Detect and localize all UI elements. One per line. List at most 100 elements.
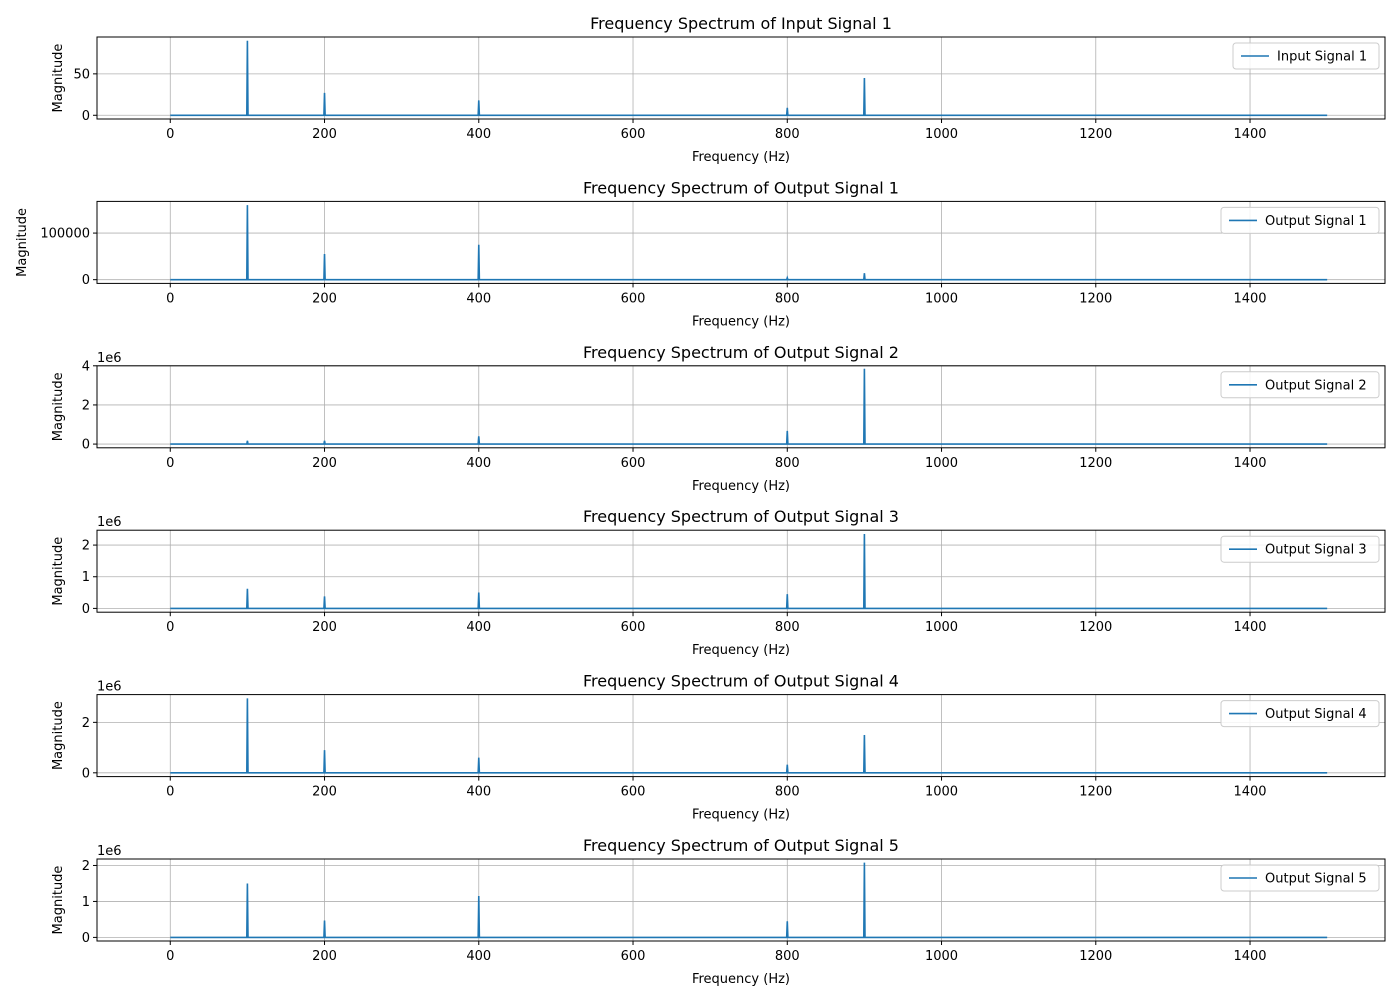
x-tick-label: 1200 bbox=[1079, 291, 1112, 306]
x-tick-label: 800 bbox=[775, 949, 800, 964]
x-tick-label: 1400 bbox=[1233, 291, 1266, 306]
legend: Output Signal 2 bbox=[1220, 371, 1380, 399]
y-tick-label: 100000 bbox=[40, 227, 90, 242]
chart-title: Frequency Spectrum of Output Signal 3 bbox=[583, 507, 899, 526]
x-tick-label: 0 bbox=[166, 291, 174, 306]
x-tick-label: 1400 bbox=[1233, 127, 1266, 142]
y-tick-label: 0 bbox=[82, 438, 90, 453]
y-offset-text: 1e6 bbox=[97, 351, 122, 366]
axes-frame bbox=[96, 694, 1386, 778]
x-tick-label: 600 bbox=[621, 949, 646, 964]
y-tick-label: 0 bbox=[82, 273, 90, 288]
subplot-2: 0 200 400 600 800 1000 1200 1400 0 100000 Frequenc… bbox=[15, 178, 1386, 329]
axes-frame bbox=[96, 858, 1386, 942]
series-line-1 bbox=[170, 862, 1328, 939]
legend-label: Input Signal 1 bbox=[1277, 50, 1367, 65]
x-tick-label: 200 bbox=[312, 127, 337, 142]
y-tick-label: 0 bbox=[82, 766, 90, 781]
x-axis-label: Frequency (Hz) bbox=[692, 314, 790, 329]
x-tick-label: 1000 bbox=[925, 620, 958, 635]
x-tick-label: 800 bbox=[775, 291, 800, 306]
x-tick-label: 1400 bbox=[1233, 785, 1266, 800]
x-tick-label: 1200 bbox=[1079, 127, 1112, 142]
x-tick-label: 0 bbox=[166, 785, 174, 800]
series-line-1 bbox=[170, 40, 1328, 117]
legend: Input Signal 1 bbox=[1232, 42, 1380, 70]
x-tick-label: 1400 bbox=[1233, 456, 1266, 471]
x-tick-label: 600 bbox=[621, 620, 646, 635]
x-tick-label: 1000 bbox=[925, 456, 958, 471]
y-tick-label: 2 bbox=[82, 539, 90, 554]
x-tick-label: 200 bbox=[312, 785, 337, 800]
x-axis-label: Frequency (Hz) bbox=[692, 972, 790, 987]
x-tick-label: 400 bbox=[466, 620, 491, 635]
x-tick-label: 1200 bbox=[1079, 456, 1112, 471]
x-tick-label: 1200 bbox=[1079, 949, 1112, 964]
chart-title: Frequency Spectrum of Output Signal 4 bbox=[583, 672, 899, 691]
subplot-3: 0 200 400 600 800 1000 1200 1400 0 2 4 1e6 Frequency… bbox=[51, 343, 1386, 494]
x-tick-label: 600 bbox=[621, 456, 646, 471]
y-tick-label: 2 bbox=[82, 398, 90, 413]
legend-label: Output Signal 1 bbox=[1265, 214, 1367, 229]
x-tick-label: 1400 bbox=[1233, 620, 1266, 635]
legend-box bbox=[1220, 535, 1380, 563]
x-tick-label: 800 bbox=[775, 785, 800, 800]
y-tick-label: 4 bbox=[82, 359, 90, 374]
x-tick-label: 1400 bbox=[1233, 949, 1266, 964]
subplot-5: 0 200 400 600 800 1000 1200 1400 0 2 1e6 Frequency … bbox=[51, 672, 1386, 823]
y-axis-label: Magnitude bbox=[51, 44, 66, 113]
chart-title: Frequency Spectrum of Input Signal 1 bbox=[590, 14, 892, 33]
legend-box bbox=[1220, 206, 1380, 234]
axes-frame bbox=[96, 365, 1386, 449]
series-line-1 bbox=[170, 698, 1328, 774]
x-tick-label: 0 bbox=[166, 456, 174, 471]
y-tick-label: 1 bbox=[82, 570, 90, 585]
x-tick-label: 400 bbox=[466, 456, 491, 471]
x-tick-label: 0 bbox=[166, 127, 174, 142]
x-tick-label: 800 bbox=[775, 620, 800, 635]
y-tick-label: 0 bbox=[82, 602, 90, 617]
x-tick-label: 1000 bbox=[925, 949, 958, 964]
x-tick-label: 200 bbox=[312, 620, 337, 635]
x-tick-label: 800 bbox=[775, 127, 800, 142]
axes-frame bbox=[96, 529, 1386, 613]
legend: Output Signal 1 bbox=[1220, 206, 1380, 234]
subplot-4: 0 200 400 600 800 1000 1200 1400 0 1 2 1e6 Frequency… bbox=[51, 507, 1386, 658]
y-tick-label: 0 bbox=[82, 109, 90, 124]
y-axis-label: Magnitude bbox=[51, 372, 66, 441]
y-tick-label: 1 bbox=[82, 895, 90, 910]
y-offset-text: 1e6 bbox=[97, 680, 122, 695]
x-tick-label: 400 bbox=[466, 785, 491, 800]
x-tick-label: 600 bbox=[621, 785, 646, 800]
x-tick-label: 400 bbox=[466, 949, 491, 964]
legend-label: Output Signal 3 bbox=[1265, 543, 1367, 558]
y-tick-label: 0 bbox=[82, 931, 90, 946]
legend-label: Output Signal 2 bbox=[1265, 378, 1367, 393]
legend-box bbox=[1220, 700, 1380, 728]
x-tick-label: 400 bbox=[466, 127, 491, 142]
x-tick-label: 1000 bbox=[925, 291, 958, 306]
x-tick-label: 800 bbox=[775, 456, 800, 471]
legend-box bbox=[1220, 371, 1380, 399]
x-tick-label: 0 bbox=[166, 620, 174, 635]
y-offset-text: 1e6 bbox=[97, 515, 122, 530]
y-tick-label: 2 bbox=[82, 859, 90, 874]
x-tick-label: 1000 bbox=[925, 785, 958, 800]
y-tick-label: 2 bbox=[82, 716, 90, 731]
x-tick-label: 200 bbox=[312, 291, 337, 306]
x-tick-label: 0 bbox=[166, 949, 174, 964]
y-axis-label: Magnitude bbox=[51, 537, 66, 606]
series-line-1 bbox=[170, 205, 1328, 281]
y-offset-text: 1e6 bbox=[97, 844, 122, 859]
x-tick-label: 600 bbox=[621, 127, 646, 142]
y-axis-label: Magnitude bbox=[51, 701, 66, 770]
legend-label: Output Signal 4 bbox=[1265, 707, 1367, 722]
x-tick-label: 600 bbox=[621, 291, 646, 306]
legend-box bbox=[1220, 864, 1380, 892]
x-tick-label: 1200 bbox=[1079, 620, 1112, 635]
subplot-6: 0 200 400 600 800 1000 1200 1400 0 1 2 1e6 Frequency… bbox=[51, 836, 1386, 987]
legend-box bbox=[1232, 42, 1380, 70]
legend-label: Output Signal 5 bbox=[1265, 872, 1367, 887]
x-tick-label: 200 bbox=[312, 949, 337, 964]
